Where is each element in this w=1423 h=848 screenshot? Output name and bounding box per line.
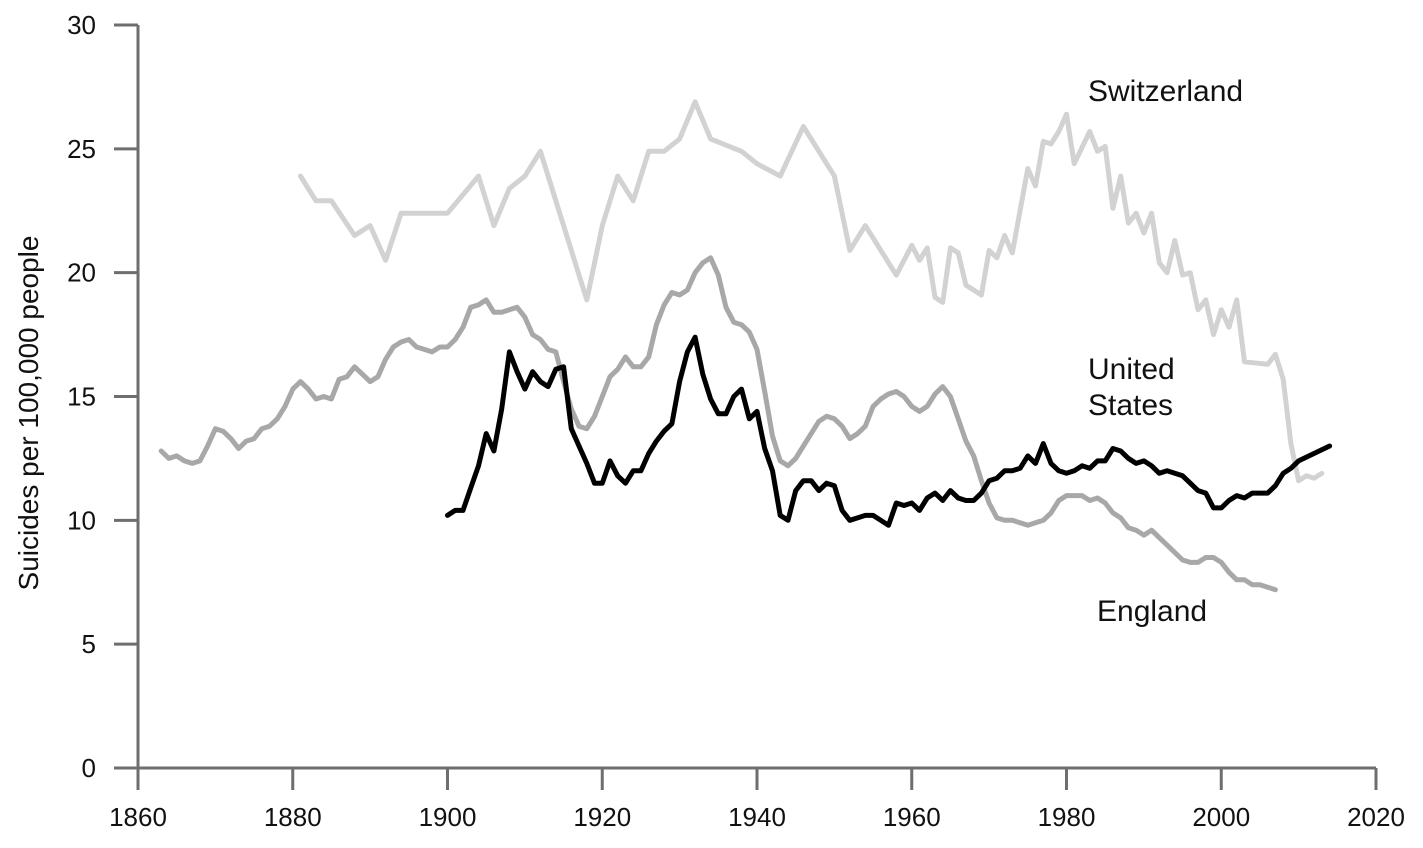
y-tick-label: 20 (67, 258, 96, 288)
x-tick-label: 1880 (264, 802, 322, 832)
series-line-united-states (445, 334, 1333, 528)
y-tick-label: 0 (82, 753, 96, 783)
series-line-england (158, 255, 1278, 593)
x-tick-label: 1860 (109, 802, 167, 832)
series-label-united-states: States (1088, 389, 1173, 422)
y-tick-label: 25 (67, 134, 96, 164)
y-tick-label: 15 (67, 382, 96, 412)
y-axis-title: Suicides per 100,000 people (13, 236, 44, 591)
y-tick-label: 5 (82, 629, 96, 659)
series-label-switzerland: Switzerland (1088, 75, 1243, 108)
series-line-switzerland (298, 99, 1325, 484)
series-label-united-states: United (1088, 353, 1175, 386)
x-tick-label: 1920 (573, 802, 631, 832)
x-tick-label: 2020 (1347, 802, 1405, 832)
x-tick-label: 1900 (419, 802, 477, 832)
x-tick-label: 1980 (1038, 802, 1096, 832)
y-tick-label: 30 (67, 10, 96, 40)
x-tick-label: 1940 (728, 802, 786, 832)
x-tick-label: 1960 (883, 802, 941, 832)
axes: 0 5 10 15 20 25 30 1860 1880 1900 1920 1940 1960 1980… (67, 10, 1405, 832)
x-tick-label: 2000 (1192, 802, 1250, 832)
y-tick-label: 10 (67, 505, 96, 535)
series-layer (158, 99, 1333, 593)
series-label-england: England (1097, 595, 1207, 628)
